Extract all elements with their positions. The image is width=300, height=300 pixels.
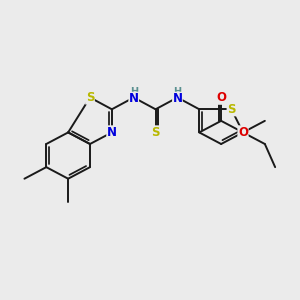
Text: N: N [172,92,182,105]
Text: O: O [238,126,248,139]
Text: N: N [129,92,139,105]
Text: S: S [227,103,236,116]
Text: H: H [173,87,181,97]
Text: O: O [216,91,226,104]
Text: S: S [86,91,94,104]
Text: N: N [107,126,117,139]
Text: H: H [130,87,138,97]
Text: S: S [151,126,160,139]
